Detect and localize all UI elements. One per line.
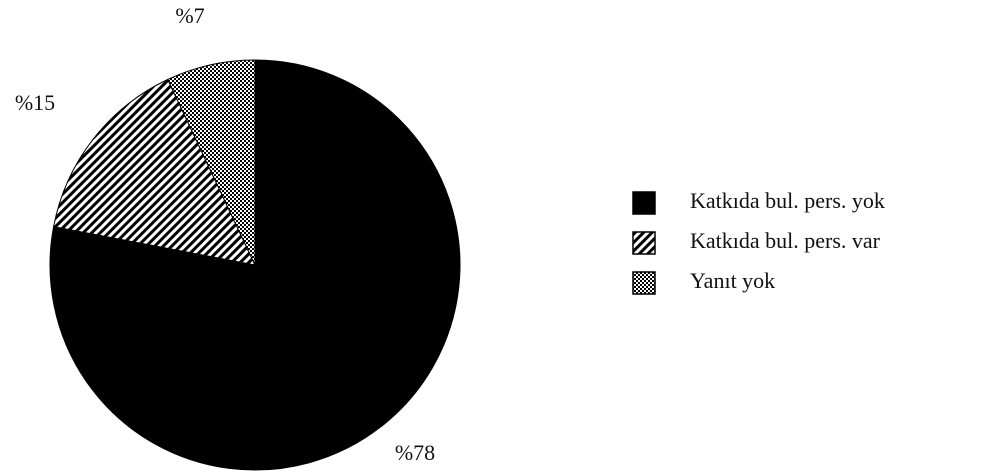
pie-slice — [53, 78, 256, 266]
legend-swatch — [632, 191, 656, 215]
slice-label: %78 — [395, 440, 435, 465]
legend-swatch — [632, 231, 656, 255]
legend-swatch — [632, 271, 656, 295]
pie-slice — [167, 59, 256, 266]
slice-label: %7 — [175, 3, 204, 28]
legend-label: Katkıda bul. pers. var — [690, 228, 881, 253]
legend-label: Katkıda bul. pers. yok — [690, 188, 885, 213]
legend-label: Yanıt yok — [690, 268, 775, 293]
slice-label: %15 — [15, 90, 55, 115]
